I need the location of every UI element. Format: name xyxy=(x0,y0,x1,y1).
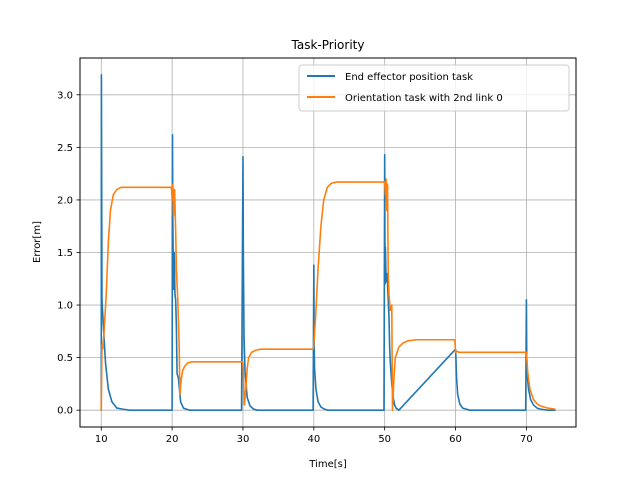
y-tick-label: 2.5 xyxy=(57,143,73,154)
x-tick-label: 20 xyxy=(166,434,179,445)
ticks: 10 20 30 40 50 60 70 0.0 0.5 1.0 1.5 2.0 2.5 3.0 xyxy=(57,90,533,445)
x-tick-label: 40 xyxy=(307,434,320,445)
x-tick-label: 30 xyxy=(237,434,250,445)
y-axis-label: Error[m] xyxy=(32,221,43,263)
y-tick-label: 1.0 xyxy=(57,301,73,312)
x-tick-label: 10 xyxy=(95,434,108,445)
x-axis-label: Time[s] xyxy=(308,459,347,470)
y-tick-label: 0.5 xyxy=(57,353,73,364)
x-tick-label: 70 xyxy=(520,434,533,445)
y-tick-label: 0.0 xyxy=(57,406,73,417)
plot-lines xyxy=(100,74,556,411)
axes-frame xyxy=(79,57,577,428)
legend-label-end-effector: End effector position task xyxy=(345,72,473,83)
y-tick-label: 2.0 xyxy=(57,195,73,206)
x-tick-label: 50 xyxy=(378,434,391,445)
legend: End effector position task Orientation t… xyxy=(298,64,570,112)
series-line-end-effector-position xyxy=(100,74,556,411)
legend-box xyxy=(298,64,570,112)
chart-title: Task-Priority xyxy=(291,38,365,52)
y-tick-label: 3.0 xyxy=(57,90,73,101)
series-line-orientation-2nd-link xyxy=(100,178,556,411)
x-tick-label: 60 xyxy=(449,434,462,445)
legend-label-orientation: Orientation task with 2nd link 0 xyxy=(345,93,503,104)
y-tick-label: 1.5 xyxy=(57,248,73,259)
